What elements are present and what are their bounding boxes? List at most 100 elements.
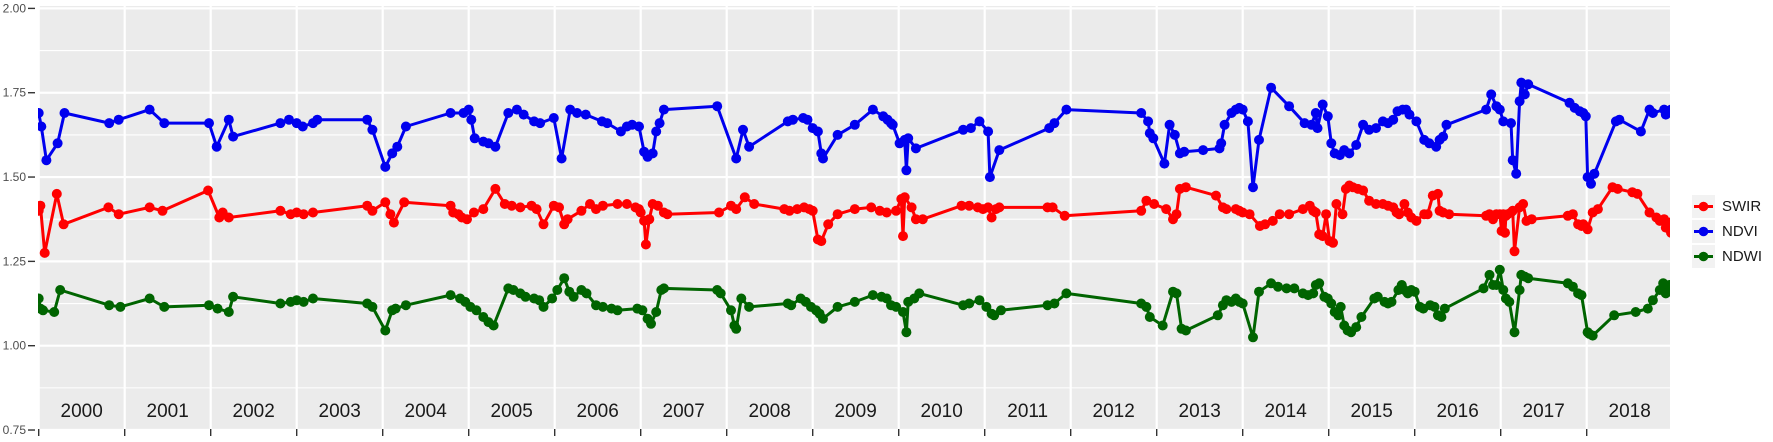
data-point [468,207,479,218]
x-axis-label: 2014 [1265,401,1308,422]
axis-ticks [28,7,1588,436]
data-point [1411,116,1422,127]
data-point [104,118,115,129]
data-point [552,285,563,295]
data-point [298,296,309,307]
data-point [637,305,648,316]
data-point [367,124,378,135]
x-axis-label: 2003 [319,401,361,422]
data-point [1514,285,1525,295]
data-point [1666,104,1670,115]
data-point [749,199,760,209]
data-point [612,305,623,316]
data-point [866,202,877,213]
data-point [55,285,66,295]
data-point [1509,246,1520,257]
data-point [1647,108,1658,118]
line-point-glyph-icon [1694,226,1713,237]
data-point [744,141,755,152]
data-point [466,114,477,125]
data-point [1059,210,1070,221]
legend-label-ndwi: NDWI [1722,248,1762,265]
data-point [1436,312,1447,322]
data-point [1049,118,1060,129]
data-point [816,236,827,247]
data-point [602,118,613,129]
data-point [1242,116,1253,127]
data-point [1254,286,1264,297]
data-point [1507,155,1518,166]
data-point [462,214,472,225]
data-point [1344,148,1355,159]
data-point [362,114,373,125]
data-point [1169,129,1180,140]
data-point [726,305,736,316]
data-point [1317,231,1328,242]
data-point [400,121,411,132]
data-point [1358,185,1369,196]
data-point [520,291,531,302]
data-point [1237,298,1248,309]
x-axis-label: 2007 [663,401,705,422]
data-point [832,209,843,220]
data-point [1632,188,1643,199]
data-point [144,104,155,115]
data-point [849,204,860,215]
data-point [1486,89,1497,100]
data-point [1432,188,1443,199]
data-point [308,207,318,218]
data-point [478,204,489,215]
data-point [738,124,748,135]
data-point [1333,310,1344,321]
data-point [390,303,401,314]
data-point [385,209,396,220]
data-point [297,121,308,132]
data-point [144,202,155,213]
data-point [983,126,994,137]
data-point [275,118,286,129]
data-point [712,101,723,112]
data-point [52,138,63,149]
data-point [1322,111,1333,122]
series-swir [38,180,1670,258]
data-point [981,301,992,312]
data-point [1484,269,1495,280]
legend-entry-swir: SWIR [1692,195,1762,218]
data-point [538,219,549,230]
data-point [849,296,860,307]
data-point [652,200,663,211]
data-point [1399,199,1410,209]
data-point [1266,82,1277,93]
data-point [38,121,47,132]
data-point [910,143,921,154]
data-point [1216,138,1227,149]
data-point [568,291,579,302]
data-point [1149,199,1160,209]
data-point [531,204,542,215]
data-point [914,288,925,299]
data-point [1509,327,1520,338]
data-point [1284,101,1295,112]
data-point [1498,285,1509,295]
data-point [38,305,48,316]
data-point [380,325,391,336]
data-point [784,205,795,216]
data-point [463,104,474,115]
data-point [802,114,813,125]
data-point [228,291,239,302]
data-point [731,153,742,164]
data-point [1589,168,1600,179]
data-point [635,207,646,218]
data-point [312,114,323,125]
data-point [1171,288,1182,299]
data-point [1500,227,1510,238]
data-point [1438,131,1449,142]
data-point [1141,301,1152,312]
data-point [1157,320,1168,331]
data-point [1666,227,1670,238]
data-point [506,200,517,211]
data-point [159,301,170,312]
data-point [1284,209,1295,220]
line-point-glyph-icon [1694,251,1713,262]
data-point [634,121,644,132]
